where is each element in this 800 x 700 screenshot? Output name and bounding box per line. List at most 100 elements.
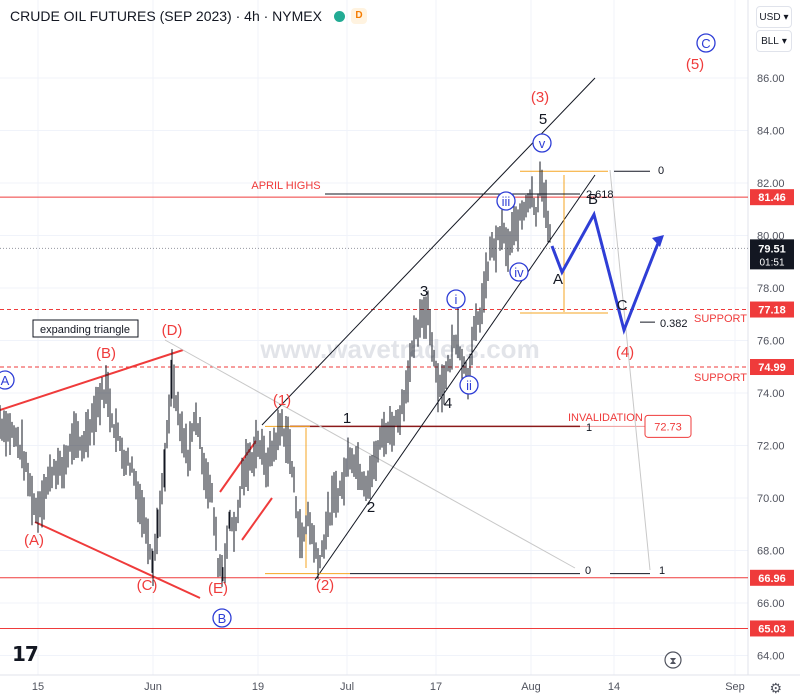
wave-label-blue: i (455, 292, 458, 307)
unit-label: BLL (761, 35, 779, 47)
triangle-lower-line (34, 521, 201, 599)
y-tick-label: 84.00 (757, 126, 785, 138)
currency-button[interactable]: USD ▾ (756, 6, 792, 28)
wave-label-black: 3 (420, 283, 428, 300)
gray-projection-line (609, 169, 651, 571)
y-tick-label: 86.00 (757, 73, 785, 85)
fib-upper-ext-label: 2.618 (586, 189, 614, 201)
wave-circle-icon (0, 370, 15, 390)
wave-circle-icon (532, 133, 552, 153)
price-level-label: 81.46 (758, 192, 786, 204)
watermark-text: www.wavetraders.com (259, 334, 539, 364)
x-tick-label: Aug (521, 681, 541, 693)
chevron-down-icon: ▾ (781, 35, 787, 47)
gray-trend-line (164, 339, 576, 569)
tradingview-logo-icon: 17 (12, 642, 39, 666)
current-price-label: 79.51 (758, 243, 786, 255)
wave-label-blue: ii (466, 378, 472, 393)
wave-label-blue: iv (514, 265, 524, 280)
price-level-box (750, 620, 794, 637)
x-tick-label: Sep (725, 681, 745, 693)
x-tick-label: Jul (340, 681, 354, 693)
market-status-icon (333, 10, 345, 22)
price-level-label: 66.96 (758, 573, 786, 585)
april-highs-label: APRIL HIGHS (251, 180, 320, 192)
x-tick-label: 15 (32, 681, 44, 693)
x-tick-label: Jun (144, 681, 162, 693)
wave-label-red: (C) (137, 577, 158, 594)
wave-label-red: (B) (96, 345, 116, 362)
x-tick-label: 14 (608, 681, 620, 693)
y-tick-label: 72.00 (757, 441, 785, 453)
support-label-1: SUPPORT (694, 313, 747, 325)
expanding-triangle-label: expanding triangle (40, 324, 130, 336)
wave-label-red: (5) (686, 56, 704, 73)
price-level-label: 74.99 (758, 362, 786, 374)
price-level-box (750, 189, 794, 206)
replay-icon (664, 651, 682, 669)
invalidation-label: INVALIDATION (568, 412, 643, 424)
y-tick-label: 76.00 (757, 336, 785, 348)
invalidation-value-label: 72.73 (654, 421, 682, 433)
wave-label-black: B (588, 191, 598, 208)
projection-path (550, 210, 662, 335)
y-tick-label: 66.00 (757, 598, 785, 610)
chart-header: CRUDE OIL FUTURES (SEP 2023) · 4h · NYME… (10, 8, 367, 24)
wave-label-black: 2 (367, 499, 375, 516)
wave-label-red: (2) (316, 577, 334, 594)
invalidation-value-box (644, 414, 692, 438)
triangle-upper-line (0, 349, 184, 411)
wave-circle-icon (212, 608, 232, 628)
bar-timer-label: 01:51 (759, 257, 784, 268)
wave-label-blue: A (1, 373, 10, 388)
y-tick-label: 70.00 (757, 493, 785, 505)
currency-label: USD (759, 11, 781, 23)
wave-label-red: (4) (616, 344, 634, 361)
x-tick-label: 19 (252, 681, 264, 693)
settings-gear-icon[interactable]: ⚙ (769, 680, 782, 696)
y-tick-label: 78.00 (757, 283, 785, 295)
wave-label-blue: iii (502, 194, 511, 209)
wave-label-black: C (617, 297, 628, 314)
wave-circle-icon (459, 375, 479, 395)
projection-arrow-icon (652, 235, 664, 247)
y-tick-label: 64.00 (757, 651, 785, 663)
current-price-box (750, 239, 794, 270)
wave-label-black: 1 (343, 410, 351, 427)
chevron-down-icon: ▾ (783, 11, 789, 23)
chart-title: CRUDE OIL FUTURES (SEP 2023) · 4h · NYME… (10, 8, 322, 24)
x-tick-label: 17 (430, 681, 442, 693)
expanding-triangle-box (32, 319, 139, 338)
hourglass-icon: ⧗ (669, 656, 676, 667)
wave-label-blue: C (701, 36, 710, 51)
wave-label-red: (A) (24, 532, 44, 549)
wave-1-start-line (219, 440, 257, 493)
fib-lower-one-label: 1 (659, 565, 665, 577)
fib-upper-retr-label: 0.382 (660, 318, 688, 330)
fib-lower-zero-label: 0 (585, 565, 591, 577)
price-level-label: 77.18 (758, 305, 786, 317)
y-tick-label: 82.00 (757, 178, 785, 190)
unit-button[interactable]: BLL ▾ (756, 30, 792, 52)
wave-label-red: (D) (162, 322, 183, 339)
wave-label-red: (E) (208, 580, 228, 597)
wave-label-black: 4 (444, 395, 452, 412)
wave-label-black: 5 (539, 111, 547, 128)
price-level-box (750, 301, 794, 318)
wave-label-blue: B (218, 611, 227, 626)
fib-upper-zero-label: 0 (658, 165, 664, 177)
y-tick-label: 68.00 (757, 546, 785, 558)
wave-circle-icon (496, 191, 516, 211)
wave-circle-icon (696, 33, 716, 53)
support-label-2: SUPPORT (694, 372, 747, 384)
channel-lower-line (314, 174, 596, 581)
delay-badge: D (350, 8, 367, 24)
price-level-box (750, 359, 794, 376)
y-tick-label: 74.00 (757, 388, 785, 400)
wave-circle-icon (446, 289, 466, 309)
price-level-label: 65.03 (758, 623, 786, 635)
wave-label-red: (1) (273, 392, 291, 409)
wave-label-blue: v (539, 136, 546, 151)
wave-label-black: A (553, 271, 563, 288)
